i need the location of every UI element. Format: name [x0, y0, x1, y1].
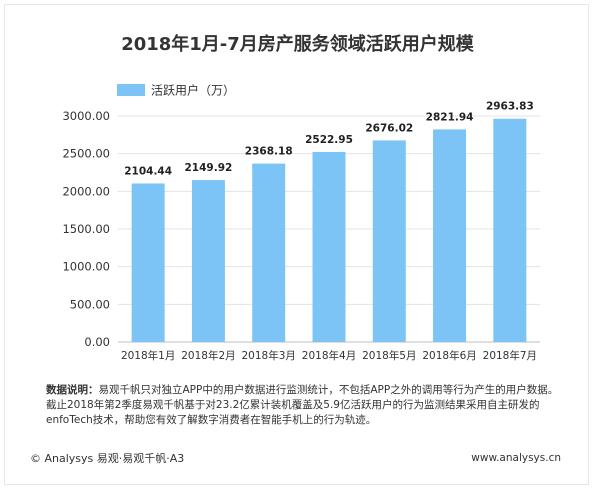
data-note-text: 易观千帆只对独立APP中的用户数据进行监测统计，不包括APP之外的调用等行为产生…	[46, 384, 559, 426]
bars	[131, 118, 527, 342]
data-label: 2676.02	[365, 122, 413, 134]
data-note-label: 数据说明：	[46, 384, 99, 396]
chart-title: 2018年1月-7月房产服务领域活跃用户规模	[121, 34, 474, 55]
data-note: 数据说明：易观千帆只对独立APP中的用户数据进行监测统计，不包括APP之外的调用…	[46, 383, 566, 428]
bar	[493, 118, 527, 342]
bar	[312, 151, 346, 342]
y-tick-label: 2000.00	[62, 184, 110, 198]
x-tick-label: 2018年7月	[483, 349, 537, 362]
x-axis-ticks: 2018年1月 2018年2月 2018年3月 2018年4月 2018年5月 2018年…	[121, 349, 537, 362]
data-label: 2149.92	[185, 162, 233, 174]
bar-chart: 0.00 500.00 1000.00 1500.00 2000.00 2500.00 30…	[62, 83, 540, 362]
data-label: 2368.18	[245, 146, 293, 158]
footer-copyright: © Analysys 易观·易观千帆·A3	[30, 452, 185, 465]
data-label: 2821.94	[426, 111, 474, 123]
y-tick-label: 1000.00	[62, 260, 110, 274]
legend: 活跃用户（万）	[117, 83, 235, 98]
chart-frame	[4, 4, 589, 485]
data-label: 2522.95	[305, 134, 353, 146]
bar	[252, 163, 286, 342]
x-tick-label: 2018年4月	[302, 349, 356, 362]
data-labels: 2104.44 2149.92 2368.18 2522.95 2676.02 2821.…	[124, 101, 534, 178]
x-tick-label: 2018年2月	[181, 349, 235, 362]
bar	[372, 140, 406, 342]
y-tick-label: 0.00	[84, 335, 110, 349]
x-tick-label: 2018年1月	[121, 349, 175, 362]
data-label: 2104.44	[124, 165, 172, 177]
bar	[191, 180, 225, 342]
x-tick-label: 2018年3月	[242, 349, 296, 362]
y-tick-label: 3000.00	[62, 109, 110, 123]
y-tick-label: 500.00	[70, 297, 110, 311]
x-tick-label: 2018年6月	[422, 349, 476, 362]
legend-swatch	[117, 84, 145, 96]
y-tick-label: 1500.00	[62, 222, 110, 236]
y-axis-ticks: 0.00 500.00 1000.00 1500.00 2000.00 2500.00 30…	[62, 109, 110, 349]
legend-label: 活跃用户（万）	[151, 83, 235, 98]
footer-website: www.analysys.cn	[471, 452, 561, 464]
bar	[131, 183, 165, 342]
x-tick-label: 2018年5月	[362, 349, 416, 362]
data-label: 2963.83	[486, 101, 534, 113]
bar	[433, 129, 467, 342]
y-tick-label: 2500.00	[62, 147, 110, 161]
